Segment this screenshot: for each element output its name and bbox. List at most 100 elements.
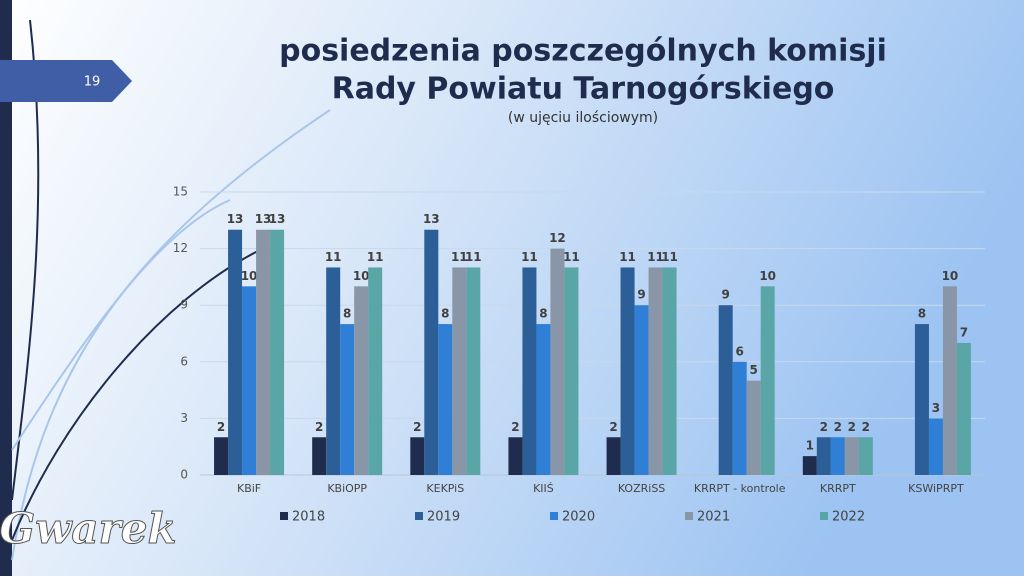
bar [914, 324, 929, 475]
data-label: 11 [647, 250, 664, 264]
bar [214, 437, 229, 475]
data-label: 2 [609, 420, 617, 434]
data-label: 11 [661, 250, 678, 264]
bar [942, 286, 957, 475]
data-label: 1 [806, 439, 814, 453]
data-label: 13 [423, 212, 440, 226]
data-label: 11 [465, 250, 482, 264]
data-label: 13 [255, 212, 272, 226]
data-label: 2 [848, 420, 856, 434]
data-label: 8 [918, 307, 926, 321]
bar [662, 267, 677, 475]
data-label: 2 [820, 420, 828, 434]
data-label: 11 [521, 250, 538, 264]
bar [816, 437, 831, 475]
legend-label: 2018 [292, 510, 325, 525]
bar [410, 437, 425, 475]
data-label: 11 [451, 250, 468, 264]
data-label: 10 [942, 269, 959, 283]
data-label: 2 [315, 420, 323, 434]
data-label: 9 [637, 288, 645, 302]
bar [830, 437, 845, 475]
side-stripe [0, 0, 12, 576]
bar [802, 456, 817, 475]
legend-swatch [550, 512, 558, 520]
data-label: 2 [413, 420, 421, 434]
legend-label: 2019 [427, 510, 460, 525]
legend-label: 2021 [697, 510, 730, 525]
x-tick-label: KEKPiS [426, 482, 464, 495]
bar [928, 418, 943, 475]
x-tick-label: KIIŚ [533, 482, 554, 495]
bar [452, 267, 467, 475]
chart-title: Rady Powiatu Tarnogórskiego [332, 72, 835, 107]
data-label: 5 [750, 363, 758, 377]
chart-subtitle: (w ujęciu ilościowym) [508, 110, 658, 126]
bar [354, 286, 369, 475]
y-tick-label: 0 [180, 468, 188, 482]
data-label: 10 [241, 269, 258, 283]
data-label: 2 [217, 420, 225, 434]
data-label: 11 [563, 250, 580, 264]
data-label: 8 [441, 307, 449, 321]
data-label: 6 [736, 344, 744, 358]
bar [508, 437, 523, 475]
data-label: 11 [367, 250, 384, 264]
data-label: 2 [834, 420, 842, 434]
data-label: 8 [539, 307, 547, 321]
x-tick-label: KBiF [237, 482, 261, 495]
decor-curves [11, 19, 331, 561]
bar [312, 437, 327, 475]
data-label: 12 [549, 231, 566, 245]
data-label: 7 [960, 325, 968, 339]
bar [522, 267, 537, 475]
legend-swatch [415, 512, 423, 520]
bar [648, 267, 663, 475]
bar [606, 437, 621, 475]
data-label: 3 [932, 401, 940, 415]
data-label: 10 [759, 269, 776, 283]
data-label: 2 [511, 420, 519, 434]
slide-number-tab [0, 60, 132, 102]
bar [228, 229, 243, 475]
legend-swatch [820, 512, 828, 520]
bar [956, 342, 971, 475]
bar [718, 305, 733, 475]
bar [858, 437, 873, 475]
bar [340, 324, 355, 475]
bar [550, 248, 565, 475]
y-tick-label: 6 [180, 354, 188, 368]
bar [242, 286, 257, 475]
data-label: 11 [619, 250, 636, 264]
y-tick-label: 12 [173, 241, 188, 255]
bar [270, 229, 285, 475]
bar [424, 229, 439, 475]
y-tick-label: 15 [173, 185, 188, 199]
bar [326, 267, 341, 475]
data-label: 8 [343, 307, 351, 321]
bar [564, 267, 579, 475]
data-label: 11 [325, 250, 342, 264]
data-label: 2 [862, 420, 870, 434]
bar [732, 361, 747, 475]
watermark: Gwarek [0, 504, 177, 553]
data-label: 13 [269, 212, 286, 226]
y-tick-label: 9 [180, 298, 188, 312]
bar [466, 267, 481, 475]
legend-label: 2020 [562, 510, 595, 525]
x-tick-label: KRRPT - kontrole [694, 482, 786, 495]
bar [620, 267, 635, 475]
bar [746, 380, 761, 475]
bar [760, 286, 775, 475]
legend-swatch [280, 512, 288, 520]
legend-label: 2022 [832, 510, 865, 525]
x-tick-label: KBiOPP [327, 482, 367, 495]
y-tick-label: 3 [180, 411, 188, 425]
bar [536, 324, 551, 475]
x-tick-label: KSWiPRPT [908, 482, 964, 495]
bar [438, 324, 453, 475]
data-label: 9 [722, 288, 730, 302]
bar [368, 267, 383, 475]
